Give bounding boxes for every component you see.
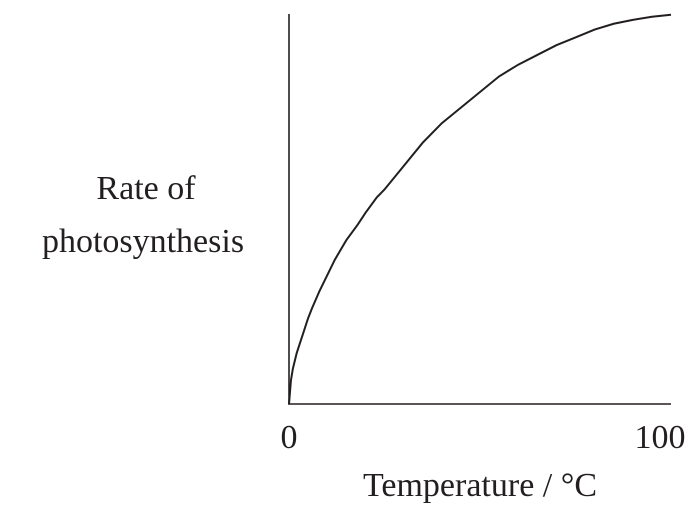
x-tick-label: 100 [635, 419, 686, 456]
x-tick-label: 0 [281, 419, 298, 456]
x-axis-label: Temperature / °C [363, 467, 597, 504]
y-axis-label-line-1: Rate of [96, 170, 196, 207]
series-line [288, 13, 672, 405]
y-axis-label-line-2: photosynthesis [42, 223, 244, 260]
